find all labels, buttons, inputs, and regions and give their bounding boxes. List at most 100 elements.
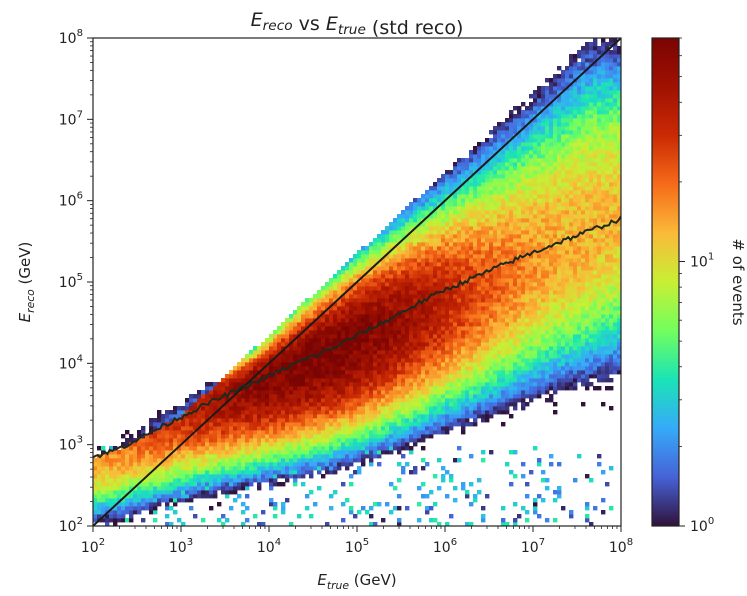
heatmap-cell (389, 322, 394, 327)
heatmap-cell (453, 258, 458, 263)
heatmap-cell (377, 378, 382, 383)
heatmap-cell (405, 402, 410, 407)
heatmap-cell (405, 414, 410, 419)
heatmap-cell (189, 506, 194, 511)
heatmap-cell (105, 498, 110, 503)
heatmap-cell (281, 322, 286, 327)
heatmap-cell (193, 466, 198, 471)
heatmap-cell (413, 218, 418, 223)
heatmap-cell (205, 454, 210, 459)
heatmap-cell (469, 218, 474, 223)
heatmap-cell (513, 290, 518, 295)
heatmap-cell (289, 422, 294, 427)
heatmap-cell (489, 146, 494, 151)
heatmap-cell (513, 314, 518, 319)
heatmap-cell (413, 346, 418, 351)
heatmap-cell (333, 286, 338, 291)
heatmap-cell (141, 458, 146, 463)
heatmap-cell (405, 338, 410, 343)
heatmap-cell (473, 422, 478, 427)
heatmap-cell (509, 234, 514, 239)
heatmap-cell (341, 426, 346, 431)
heatmap-cell (317, 334, 322, 339)
heatmap-cell (509, 322, 514, 327)
heatmap-cell (189, 418, 194, 423)
heatmap-cell (429, 262, 434, 267)
heatmap-cell (217, 442, 222, 447)
heatmap-cell (393, 434, 398, 439)
heatmap-cell (445, 362, 450, 367)
heatmap-cell (437, 338, 442, 343)
heatmap-cell (377, 278, 382, 283)
heatmap-cell (469, 502, 474, 507)
heatmap-cell (449, 186, 454, 191)
heatmap-cell (97, 494, 102, 499)
heatmap-cell (497, 370, 502, 375)
heatmap-cell (489, 386, 494, 391)
heatmap-cell (509, 174, 514, 179)
heatmap-cell (169, 494, 174, 499)
heatmap-cell (273, 406, 278, 411)
heatmap-cell (153, 518, 158, 523)
heatmap-cell (477, 250, 482, 255)
heatmap-cell (321, 402, 326, 407)
heatmap-cell (369, 386, 374, 391)
heatmap-cell (505, 154, 510, 159)
heatmap-cell (333, 306, 338, 311)
heatmap-cell (333, 458, 338, 463)
heatmap-cell (361, 378, 366, 383)
heatmap-cell (313, 446, 318, 451)
heatmap-cell (453, 214, 458, 219)
heatmap-cell (349, 306, 354, 311)
heatmap-cell (465, 290, 470, 295)
heatmap-cell (393, 350, 398, 355)
heatmap-cell (473, 398, 478, 403)
heatmap-cell (301, 398, 306, 403)
heatmap-cell (433, 338, 438, 343)
heatmap-cell (425, 382, 430, 387)
heatmap-cell (353, 306, 358, 311)
heatmap-cell (421, 410, 426, 415)
heatmap-cell (501, 326, 506, 331)
heatmap-cell (293, 390, 298, 395)
heatmap-cell (429, 426, 434, 431)
heatmap-cell (425, 318, 430, 323)
heatmap-cell (157, 442, 162, 447)
heatmap-cell (457, 254, 462, 259)
heatmap-cell (497, 246, 502, 251)
heatmap-cell (317, 298, 322, 303)
heatmap-cell (501, 302, 506, 307)
heatmap-cell (445, 174, 450, 179)
heatmap-cell (465, 378, 470, 383)
heatmap-cell (365, 254, 370, 259)
heatmap-cell (389, 354, 394, 359)
heatmap-cell (405, 434, 410, 439)
heatmap-cell (449, 422, 454, 427)
heatmap-cell (93, 474, 98, 479)
heatmap-cell (397, 258, 402, 263)
heatmap-cell (373, 358, 378, 363)
heatmap-cell (501, 238, 506, 243)
heatmap-cell (233, 378, 238, 383)
heatmap-cell (181, 450, 186, 455)
heatmap-cell (269, 386, 274, 391)
heatmap-cell (453, 382, 458, 387)
heatmap-cell (377, 402, 382, 407)
heatmap-cell (269, 470, 274, 475)
heatmap-cell (341, 454, 346, 459)
heatmap-cell (461, 254, 466, 259)
heatmap-cell (485, 278, 490, 283)
heatmap-cell (485, 182, 490, 187)
heatmap-cell (333, 390, 338, 395)
heatmap-cell (325, 314, 330, 319)
heatmap-cell (493, 342, 498, 347)
heatmap-cell (497, 150, 502, 155)
heatmap-cell (293, 334, 298, 339)
heatmap-cell (469, 338, 474, 343)
heatmap-cell (393, 378, 398, 383)
heatmap-cell (421, 446, 426, 451)
heatmap-cell (453, 222, 458, 227)
heatmap-cell (505, 210, 510, 215)
heatmap-cell (301, 386, 306, 391)
heatmap-cell (241, 390, 246, 395)
